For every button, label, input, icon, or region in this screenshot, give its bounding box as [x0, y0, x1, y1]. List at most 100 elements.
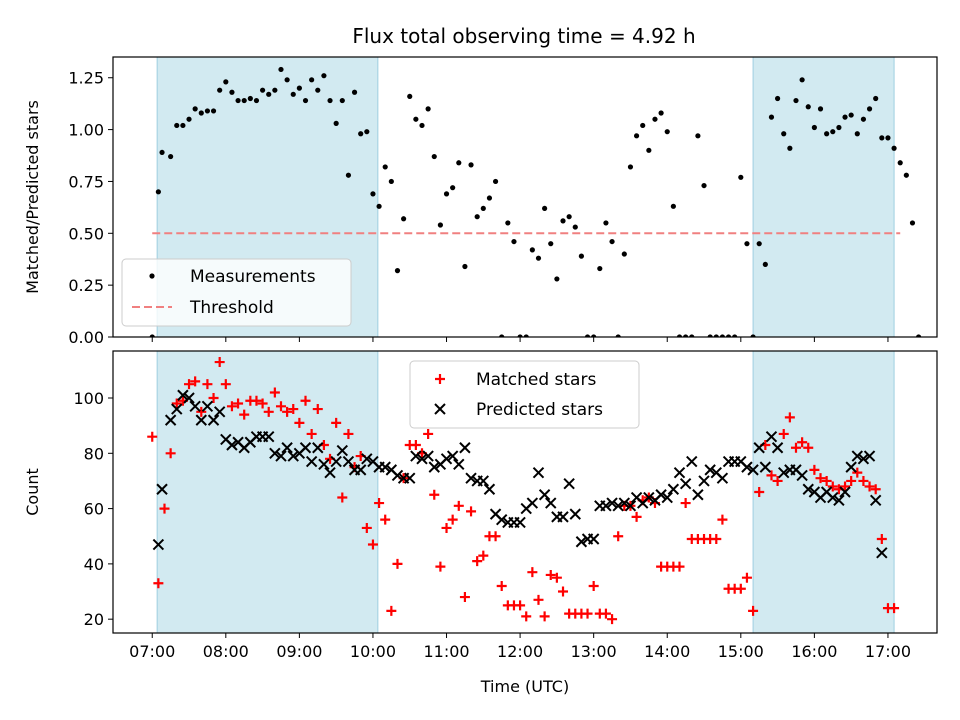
bottom-predicted-stars-point-51 — [465, 472, 477, 484]
bottom-predicted-stars-point-96 — [741, 461, 753, 473]
bottom-predicted-stars-point-68 — [569, 508, 581, 520]
xtick-label-1: 08:00 — [203, 642, 249, 661]
bottom-matched-stars-point-30 — [331, 417, 342, 428]
bottom-matched-stars-point-79 — [631, 511, 642, 522]
top-measurements-point-100 — [762, 261, 768, 268]
bottom-predicted-stars-point-6 — [189, 400, 201, 413]
top-measurements-point-115 — [854, 131, 860, 137]
top-measurements-point-119 — [879, 135, 885, 141]
bottom-ytick-label-0: 20 — [84, 610, 104, 629]
bottom-matched-stars-point-4 — [171, 398, 182, 409]
bottom-matched-stars-point-48 — [441, 522, 452, 533]
bottom-predicted-stars-point-59 — [514, 516, 526, 529]
top-measurements-point-31 — [339, 97, 345, 104]
bottom-matched-stars-point-71 — [582, 608, 593, 619]
bottom-matched-stars-point-96 — [735, 583, 746, 594]
bottom-matched-stars-point-66 — [551, 572, 562, 583]
top-legend: Measurements Threshold — [121, 258, 352, 327]
top-measurements-point-56 — [492, 178, 499, 185]
bottom-ytick-label-2: 60 — [84, 500, 104, 519]
top-measurements-point-96 — [738, 174, 744, 180]
top-measurements-point-45 — [425, 106, 431, 112]
top-measurements-point-125 — [916, 334, 922, 337]
bottom-predicted-stars-point-85 — [673, 466, 686, 479]
bottom-matched-stars-point-57 — [496, 581, 507, 591]
bottom-predicted-stars-point-90 — [704, 464, 716, 476]
bottom-predicted-stars-point-92 — [716, 472, 729, 484]
legend-matched-marker — [435, 374, 445, 384]
bottom-predicted-stars-point-33 — [354, 464, 367, 476]
bottom-matched-stars-point-76 — [613, 531, 624, 542]
top-measurements-point-12 — [223, 79, 229, 85]
bottom-matched-stars-point-47 — [435, 561, 446, 572]
bottom-matched-stars-point-32 — [343, 428, 354, 439]
top-measurements-point-87 — [683, 334, 689, 337]
top-measurements-point-113 — [842, 114, 848, 120]
bottom-matched-stars-point-0 — [147, 431, 158, 442]
bottom-matched-stars-point-21 — [275, 401, 286, 412]
chart-title: Flux total observing time = 4.92 h — [352, 24, 695, 48]
top-measurements-point-98 — [750, 334, 756, 337]
top-measurements-point-93 — [719, 334, 726, 337]
bottom-matched-stars-point-40 — [392, 558, 403, 569]
top-measurements-point-29 — [327, 97, 333, 104]
bottom-matched-stars-point-2 — [159, 503, 170, 514]
bottom-matched-stars-point-62 — [527, 567, 538, 578]
bottom-matched-stars-point-121 — [889, 603, 900, 614]
bottom-predicted-stars-point-41 — [404, 472, 416, 484]
bottom-predicted-stars-point-4 — [177, 389, 189, 401]
bottom-predicted-stars-point-7 — [195, 414, 207, 426]
top-measurements-point-110 — [824, 131, 830, 137]
bottom-matched-stars-point-75 — [607, 614, 618, 625]
top-measurements-point-7 — [192, 106, 198, 112]
xtick-label-10: 17:00 — [865, 642, 911, 661]
top-measurements-point-73 — [597, 265, 603, 272]
top-measurements-point-91 — [707, 334, 713, 337]
top-measurements-point-14 — [235, 97, 241, 104]
top-measurements-point-4 — [174, 122, 180, 129]
top-measurements-point-114 — [848, 112, 854, 118]
top-measurements-point-18 — [259, 87, 266, 93]
bottom-matched-stars-point-97 — [741, 572, 752, 583]
bottom-predicted-stars-point-117 — [869, 494, 882, 507]
bottom-predicted-stars-point-87 — [686, 455, 698, 468]
bottom-matched-stars-point-119 — [876, 534, 887, 544]
xtick-label-4: 11:00 — [423, 642, 469, 661]
bottom-predicted-stars-point-25 — [305, 455, 318, 468]
bottom-predicted-stars-point-106 — [802, 483, 814, 495]
bottom-predicted-stars-point-48 — [446, 450, 459, 462]
bottom-matched-stars-point-35 — [361, 522, 372, 533]
top-measurements-point-71 — [584, 334, 591, 337]
top-measurements-point-70 — [578, 253, 585, 259]
bottom-predicted-stars-point-110 — [827, 491, 839, 504]
bottom-matched-stars-point-8 — [196, 406, 207, 417]
bottom-axes-frame — [112, 350, 938, 634]
top-measurements-point-0 — [149, 334, 155, 337]
top-measurements-point-15 — [241, 97, 247, 104]
top-measurements-point-48 — [443, 191, 450, 197]
bottom-matched-stars-point-93 — [717, 514, 728, 525]
top-ytick-label-4: 1.00 — [68, 121, 104, 140]
legend-matched-label: Matched stars — [476, 370, 596, 390]
xlabel: Time (UTC) — [480, 677, 569, 696]
legend-measurements-marker — [149, 273, 155, 279]
bottom-matched-stars-point-118 — [870, 484, 881, 495]
bottom-matched-stars-point-61 — [521, 611, 532, 622]
bottom-matched-stars-point-46 — [429, 489, 440, 500]
top-measurements-point-51 — [462, 263, 468, 270]
bottom-ytick-label-1: 40 — [84, 555, 104, 574]
top-measurements-point-105 — [793, 97, 799, 104]
bottom-matched-stars-point-1 — [153, 578, 164, 589]
bottom-predicted-stars-point-112 — [839, 486, 851, 498]
top-ytick-label-1: 0.25 — [68, 276, 104, 295]
top-ytick-label-3: 0.75 — [68, 172, 104, 191]
bottom-matched-stars-point-54 — [478, 550, 489, 561]
bottom-predicted-stars-point-5 — [183, 392, 195, 404]
bottom-predicted-stars-point-3 — [171, 403, 183, 415]
bottom-matched-stars-point-65 — [545, 569, 556, 580]
bottom-predicted-stars-point-43 — [416, 453, 428, 465]
xtick-label-9: 16:00 — [791, 642, 837, 661]
top-ytick-label-5: 1.25 — [68, 69, 104, 88]
top-measurements-point-107 — [805, 104, 811, 110]
